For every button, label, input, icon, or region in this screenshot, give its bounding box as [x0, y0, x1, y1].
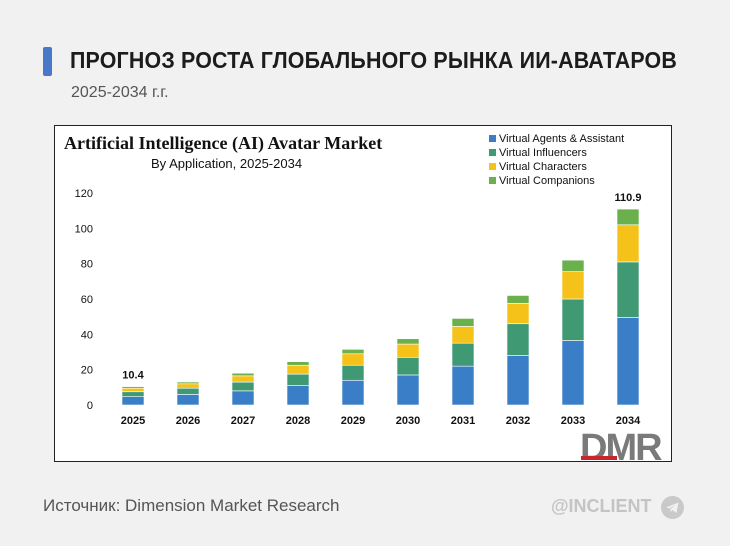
- bar-segment: [231, 390, 255, 406]
- bar-segment: [121, 386, 145, 389]
- page-title: ПРОГНОЗ РОСТА ГЛОБАЛЬНОГО РЫНКА ИИ-АВАТА…: [70, 47, 678, 73]
- bar-segment: [506, 295, 530, 304]
- bar-segment: [231, 375, 255, 383]
- bar-segment: [286, 373, 310, 386]
- bar-segment: [506, 355, 530, 406]
- y-tick-label: 20: [81, 365, 93, 377]
- bar-segment: [341, 379, 365, 406]
- bar-segment: [341, 364, 365, 381]
- x-tick-label: 2030: [396, 415, 420, 427]
- chart-svg: Artificial Intelligence (AI) Avatar Mark…: [64, 133, 664, 461]
- data-label: 10.4: [122, 370, 144, 382]
- bar-segment: [561, 340, 585, 406]
- bar-segment: [561, 271, 585, 300]
- x-tick-label: 2033: [561, 415, 585, 427]
- source-note: Источник: Dimension Market Research: [43, 496, 340, 515]
- bar-segment: [616, 317, 640, 406]
- bar-segment: [616, 208, 640, 226]
- title-accent-bar: [43, 47, 52, 76]
- x-tick-label: 2025: [121, 415, 145, 427]
- bar-segment: [286, 361, 310, 366]
- chart-frame: Artificial Intelligence (AI) Avatar Mark…: [54, 125, 672, 462]
- bar-segment: [286, 385, 310, 406]
- bar-segment: [231, 381, 255, 392]
- bar-segment: [396, 374, 420, 406]
- legend-swatch: [489, 177, 496, 184]
- legend-label: Virtual Influencers: [499, 147, 587, 159]
- bar-segment: [176, 387, 200, 395]
- x-tick-label: 2034: [616, 415, 641, 427]
- bar-segment: [506, 323, 530, 356]
- y-tick-label: 60: [81, 294, 93, 306]
- bar-segment: [176, 383, 200, 389]
- y-axis: 0 20 40 60 80 100 120: [75, 188, 93, 412]
- svg-text:DMR: DMR: [580, 427, 662, 461]
- bar-segment: [451, 318, 475, 327]
- legend-swatch: [489, 149, 496, 156]
- bar-segment: [396, 343, 420, 358]
- y-tick-label: 40: [81, 329, 93, 341]
- bar-segment: [231, 372, 255, 377]
- bar-segment: [286, 364, 310, 375]
- bar-segment: [121, 391, 145, 397]
- bar-segment: [121, 387, 145, 393]
- telegram-icon[interactable]: [661, 496, 684, 519]
- bar-segment: [561, 298, 585, 341]
- x-tick-label: 2027: [231, 415, 255, 427]
- x-tick-label: 2032: [506, 415, 530, 427]
- legend: Virtual Agents & Assistant Virtual Influe…: [489, 133, 624, 187]
- bar-segment: [616, 224, 640, 263]
- y-tick-label: 100: [75, 223, 93, 235]
- legend-swatch: [489, 163, 496, 170]
- x-tick-label: 2031: [451, 415, 475, 427]
- bars: 2025 2026 2027 2028 2029 2030 2031 2032 2033 2034…: [121, 192, 642, 427]
- x-tick-label: 2028: [286, 415, 310, 427]
- channel-handle[interactable]: @INCLIENT: [551, 496, 652, 516]
- y-tick-label: 0: [87, 400, 93, 412]
- y-tick-label: 120: [75, 188, 93, 200]
- bar-segment: [451, 342, 475, 367]
- data-label: 110.9: [615, 192, 642, 204]
- legend-swatch: [489, 135, 496, 142]
- bar-segment: [341, 349, 365, 355]
- bar-segment: [451, 326, 475, 344]
- bar-segment: [506, 303, 530, 325]
- bar-segment: [616, 261, 640, 318]
- chart-title: Artificial Intelligence (AI) Avatar Mark…: [64, 133, 382, 154]
- legend-label: Virtual Agents & Assistant: [499, 133, 624, 145]
- bar-segment: [176, 381, 200, 385]
- bar-segment: [121, 396, 145, 406]
- bar-segment: [176, 394, 200, 406]
- bar-segment: [396, 338, 420, 345]
- chart-subtitle: By Application, 2025-2034: [151, 156, 302, 171]
- bar-segment: [561, 259, 585, 272]
- x-tick-label: 2029: [341, 415, 365, 427]
- bar-segment: [341, 353, 365, 366]
- x-tick-label: 2026: [176, 415, 200, 427]
- bar-segment: [451, 365, 475, 406]
- legend-label: Virtual Characters: [499, 161, 587, 173]
- y-tick-label: 80: [81, 259, 93, 271]
- bar-segment: [396, 357, 420, 376]
- legend-label: Virtual Companions: [499, 175, 595, 187]
- page-subtitle: 2025-2034 г.г.: [71, 84, 169, 101]
- dmr-logo: DMR: [580, 427, 664, 461]
